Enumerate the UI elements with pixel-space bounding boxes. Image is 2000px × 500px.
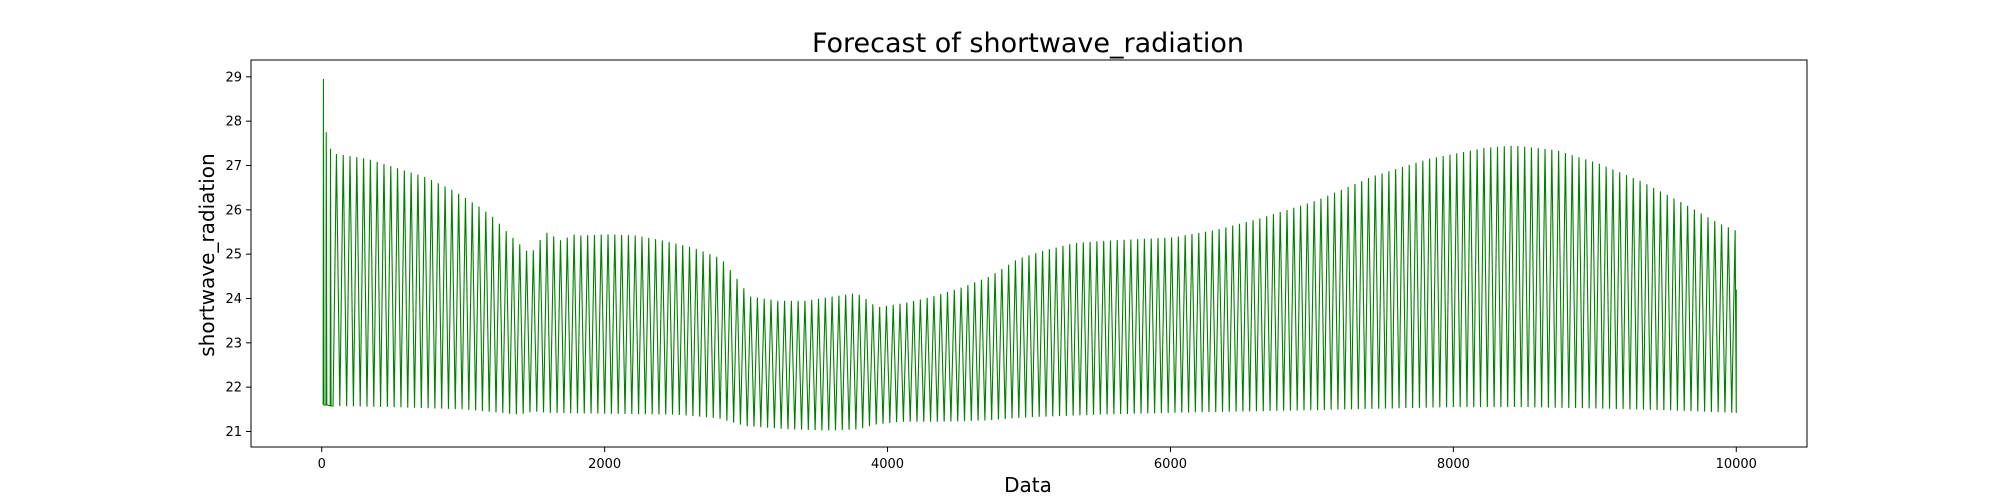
y-tick-label: 25	[225, 248, 242, 263]
axes: 0 2000 4000 6000 8000 10000 21 22 23 24 25 26 27 28 29	[225, 59, 1808, 472]
x-tick-label: 10000	[1716, 457, 1757, 472]
x-tick-label: 8000	[1437, 457, 1470, 472]
x-tick-label: 6000	[1154, 457, 1187, 472]
y-tick-label: 21	[225, 425, 242, 440]
chart-title: Forecast of shortwave_radiation	[812, 28, 1244, 59]
y-axis-title: shortwave_radiation	[195, 153, 219, 356]
y-tick-label: 24	[225, 292, 242, 307]
x-tick-label: 4000	[871, 457, 904, 472]
y-tick-label: 22	[225, 381, 242, 396]
plot-area	[322, 79, 1737, 431]
x-tick-label: 0	[318, 457, 326, 472]
y-tick-label: 23	[225, 336, 242, 351]
x-axis-title: Data	[1004, 473, 1052, 497]
plot-frame	[250, 59, 1808, 448]
y-tick-label: 28	[225, 115, 242, 130]
x-tick-label: 2000	[588, 457, 621, 472]
y-tick-label: 29	[225, 70, 242, 85]
y-tick-label: 27	[225, 159, 242, 174]
series-line-0	[322, 79, 1737, 431]
y-tick-label: 26	[225, 203, 242, 218]
